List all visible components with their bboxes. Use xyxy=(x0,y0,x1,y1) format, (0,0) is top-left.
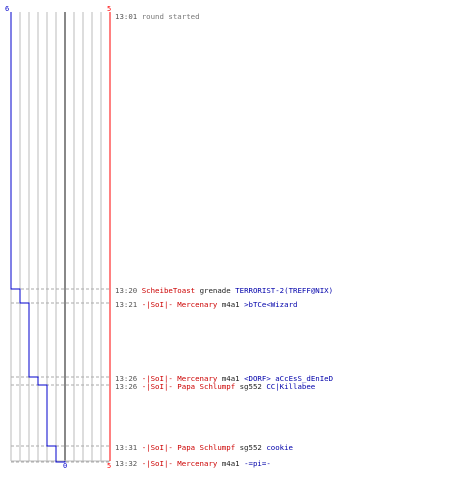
log-weapon: sg552 xyxy=(239,443,262,452)
red-team-end-count: 5 xyxy=(107,462,111,470)
log-entry: 13:01 round started xyxy=(115,12,200,21)
log-killer-name: -|SoI|- Mercenary xyxy=(141,300,218,309)
log-weapon: grenade xyxy=(199,286,231,295)
log-victim-name: TERRORIST-2(TREFF@NIX) xyxy=(235,286,334,295)
log-timestamp: 13:26 xyxy=(115,382,138,391)
event-guide-lines xyxy=(11,288,110,463)
log-weapon: m4a1 xyxy=(221,459,240,468)
log-killer-name: -|SoI|- Mercenary xyxy=(141,374,218,383)
log-victim-name: <DORF> aCcEsS_dEnIeD xyxy=(244,374,334,383)
round-timeline-chart: 6 5 0 5 xyxy=(5,5,111,470)
log-timestamp: 13:32 xyxy=(115,459,138,468)
log-timestamp: 13:20 xyxy=(115,286,138,295)
log-killer-name: -|SoI|- Papa Schlumpf xyxy=(141,443,236,452)
blue-team-alive-line xyxy=(10,12,66,463)
log-victim-name: -=pi=- xyxy=(244,459,271,468)
log-timestamp: 13:21 xyxy=(115,300,138,309)
log-entry: 13:32 -|SoI|- Mercenary m4a1 -=pi=- xyxy=(115,459,271,468)
blue-team-start-count: 6 xyxy=(5,5,9,13)
log-victim-name: >bTCe<Wizard xyxy=(244,300,298,309)
grid-lines xyxy=(10,12,111,462)
log-victim-name: CC|Killabee xyxy=(266,382,316,391)
log-entry: 13:26 -|SoI|- Mercenary m4a1 <DORF> aCcE… xyxy=(115,374,333,383)
log-killer-name: ScheibeToast xyxy=(141,286,196,295)
log-entry: 13:20 ScheibeToast grenade TERRORIST-2(T… xyxy=(115,286,333,295)
log-timestamp: 13:31 xyxy=(115,443,138,452)
log-entry: 13:26 -|SoI|- Papa Schlumpf sg552 CC|Kil… xyxy=(115,382,315,391)
log-timestamp: 13:01 xyxy=(115,12,138,21)
log-killer-name: -|SoI|- Mercenary xyxy=(141,459,218,468)
blue-team-end-count: 0 xyxy=(63,462,67,470)
log-weapon: sg552 xyxy=(239,382,262,391)
log-killer-name: -|SoI|- Papa Schlumpf xyxy=(141,382,236,391)
log-entry: 13:21 -|SoI|- Mercenary m4a1 >bTCe<Wizar… xyxy=(115,300,297,309)
log-entry: 13:31 -|SoI|- Papa Schlumpf sg552 cookie xyxy=(115,443,293,452)
red-team-start-count: 5 xyxy=(107,5,111,13)
log-weapon: m4a1 xyxy=(221,374,240,383)
log-info-text: round started xyxy=(141,12,200,21)
log-timestamp: 13:26 xyxy=(115,374,138,383)
log-victim-name: cookie xyxy=(266,443,294,452)
log-weapon: m4a1 xyxy=(221,300,240,309)
